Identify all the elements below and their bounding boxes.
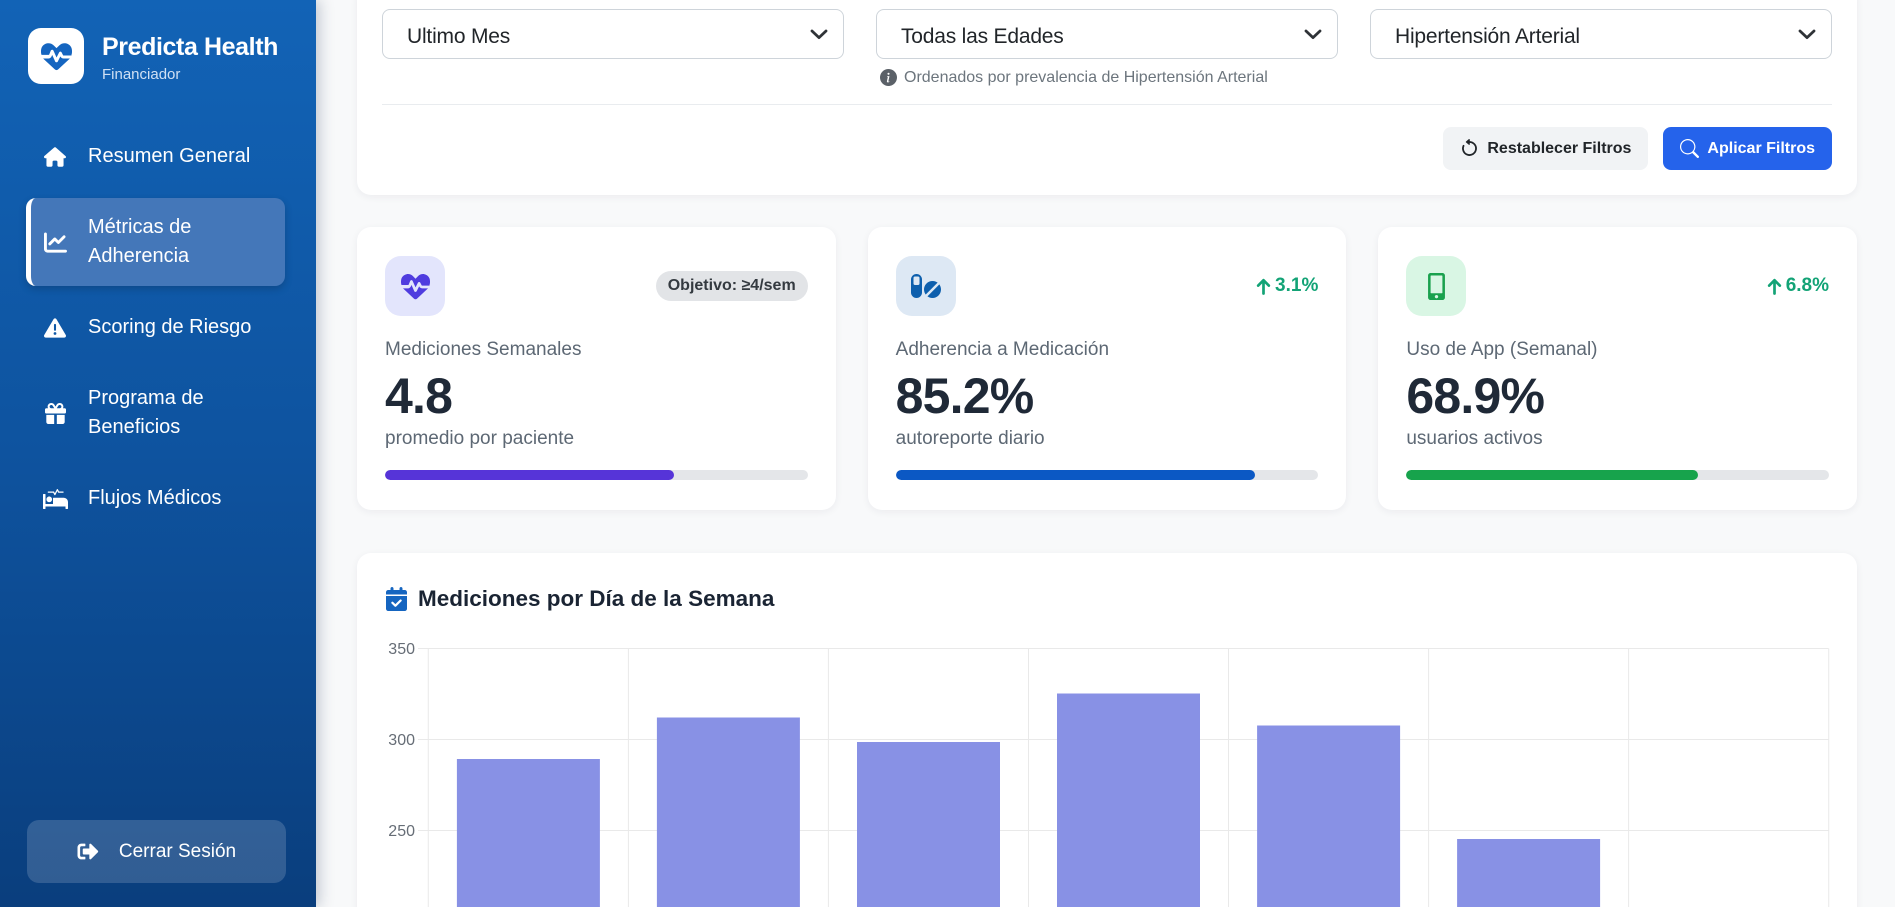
svg-text:300: 300: [388, 732, 415, 749]
svg-text:350: 350: [388, 641, 415, 658]
svg-text:250: 250: [388, 823, 415, 840]
